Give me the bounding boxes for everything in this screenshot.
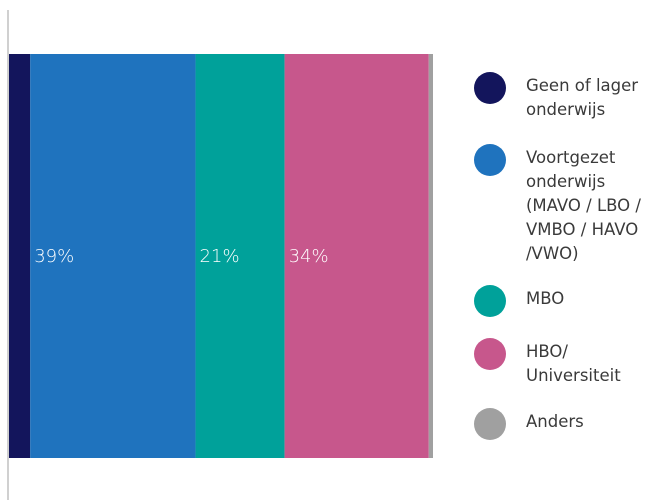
legend-swatch <box>474 408 506 440</box>
legend-swatch <box>474 285 506 317</box>
legend-label: Anders <box>526 412 584 431</box>
chart: 39% 21% 34% <box>7 10 433 500</box>
bar-segment <box>428 54 433 458</box>
bar-segment <box>284 54 429 458</box>
legend-swatch <box>474 72 506 104</box>
legend-label: HBO/ Universiteit <box>526 342 621 385</box>
legend-label: Voortgezet onderwijs (MAVO / LBO / VMBO … <box>526 148 641 263</box>
legend-label: Geen of lager onderwijs <box>526 76 639 119</box>
data-label: 39% <box>34 246 74 267</box>
legend-swatch <box>474 338 506 370</box>
bar-segment <box>30 54 196 458</box>
data-label: 21% <box>200 246 240 267</box>
bar-segment <box>9 54 31 458</box>
data-label: 34% <box>289 246 329 267</box>
legend-swatch <box>474 144 506 176</box>
bar-segment <box>195 54 285 458</box>
legend-label: MBO <box>526 289 565 308</box>
